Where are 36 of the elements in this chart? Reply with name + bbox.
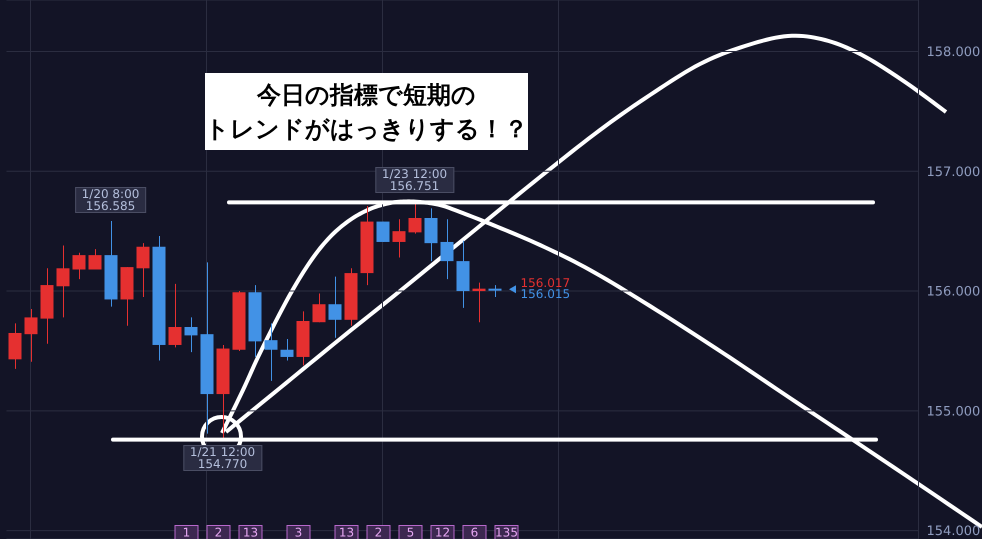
candlestick (312, 292, 326, 323)
candlestick (24, 308, 38, 362)
annotation: 1/20 8:00 156.585 (82, 186, 140, 213)
annotation: 6 (470, 526, 478, 539)
y-tick-label: 155.000 (926, 404, 980, 420)
annotation: 12 (434, 526, 450, 539)
candlestick (136, 242, 150, 298)
candlestick (328, 276, 342, 338)
annotation: 5 (406, 526, 414, 539)
candlestick (72, 252, 86, 280)
text: 今日の指標で短期の (257, 80, 476, 110)
text: トレンドがはっきりする！？ (205, 114, 528, 144)
annotation: 1/23 12:00 156.751 (382, 167, 448, 194)
annotation: 2 (374, 526, 382, 539)
annotation: 13 (338, 526, 354, 539)
annotation: 135 (495, 526, 518, 539)
y-tick-label: 154.000 (926, 524, 980, 539)
y-tick-label: 156.000 (926, 284, 980, 300)
annotation: 1 (182, 526, 190, 539)
annotation: 13 (242, 526, 258, 539)
candlestick (280, 338, 294, 362)
candlestick (440, 218, 454, 280)
candlestick (56, 245, 70, 318)
candlestick (184, 316, 198, 353)
candlestick (168, 283, 182, 348)
candlestick (264, 322, 278, 382)
candlestick (488, 284, 502, 298)
candlestick (392, 218, 406, 258)
annotation: 1/21 12:00 154.770 (190, 445, 256, 472)
annotation: 2 (214, 526, 222, 539)
y-tick-label: 158.000 (926, 45, 980, 60)
y-tick-label: 157.000 (926, 164, 980, 180)
annotation: 3 (294, 526, 302, 539)
candlestick (472, 282, 486, 323)
candlestick (376, 221, 390, 242)
candlestick (88, 248, 102, 270)
